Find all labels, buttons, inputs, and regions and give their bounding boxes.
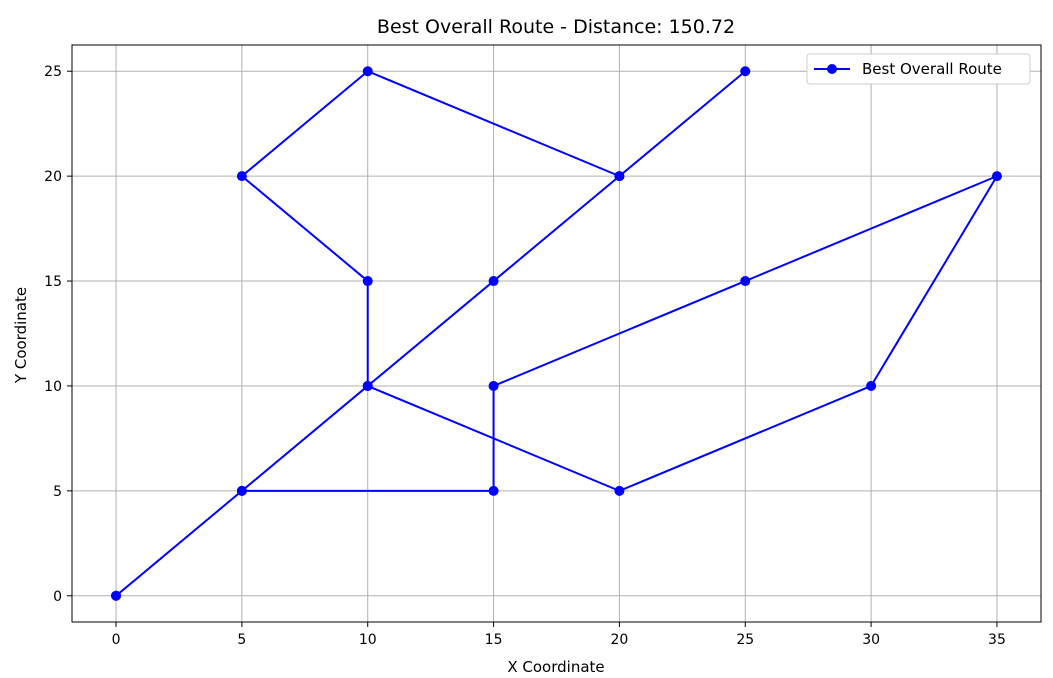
legend: Best Overall Route <box>806 53 1031 85</box>
x-tick-label: 20 <box>611 632 629 648</box>
route-point <box>488 485 499 496</box>
y-tick-label: 10 <box>44 379 62 395</box>
x-tick-label: 30 <box>862 632 880 648</box>
route-point <box>362 276 373 287</box>
route-point <box>362 380 373 391</box>
y-tick-label: 20 <box>44 169 62 185</box>
y-ticks: 0 5 10 15 20 25 <box>44 64 72 605</box>
route-point <box>991 171 1002 182</box>
x-tick-label: 25 <box>736 632 754 648</box>
legend-box <box>806 53 1031 85</box>
grid <box>72 45 1041 622</box>
route-point <box>488 276 499 287</box>
route-point <box>740 276 751 287</box>
x-tick-label: 5 <box>237 632 246 648</box>
route-point <box>740 66 751 77</box>
route-point <box>614 485 625 496</box>
route-point <box>111 590 122 601</box>
y-tick-label: 0 <box>53 589 62 605</box>
x-tick-label: 15 <box>485 632 503 648</box>
route-point <box>614 171 625 182</box>
route-point <box>488 380 499 391</box>
route-point <box>236 171 247 182</box>
legend-marker-swatch <box>827 64 837 74</box>
x-tick-label: 10 <box>359 632 377 648</box>
chart-title: Best Overall Route - Distance: 150.72 <box>377 16 735 38</box>
y-tick-label: 5 <box>53 484 62 500</box>
y-tick-label: 15 <box>44 274 62 290</box>
y-tick-label: 25 <box>44 64 62 80</box>
x-tick-label: 0 <box>112 632 121 648</box>
legend-label: Best Overall Route <box>862 60 1002 78</box>
route-series-line <box>115 70 998 597</box>
route-markers <box>111 66 1002 601</box>
route-point <box>236 485 247 496</box>
route-point <box>866 380 877 391</box>
route-line <box>115 70 998 597</box>
plot-frame <box>71 44 1042 623</box>
x-axis-label: X Coordinate <box>507 658 604 676</box>
y-axis-label: Y Coordinate <box>12 287 30 384</box>
x-ticks: 0 5 10 15 20 25 30 35 <box>112 622 1006 648</box>
x-tick-label: 35 <box>988 632 1006 648</box>
route-point <box>362 66 373 77</box>
